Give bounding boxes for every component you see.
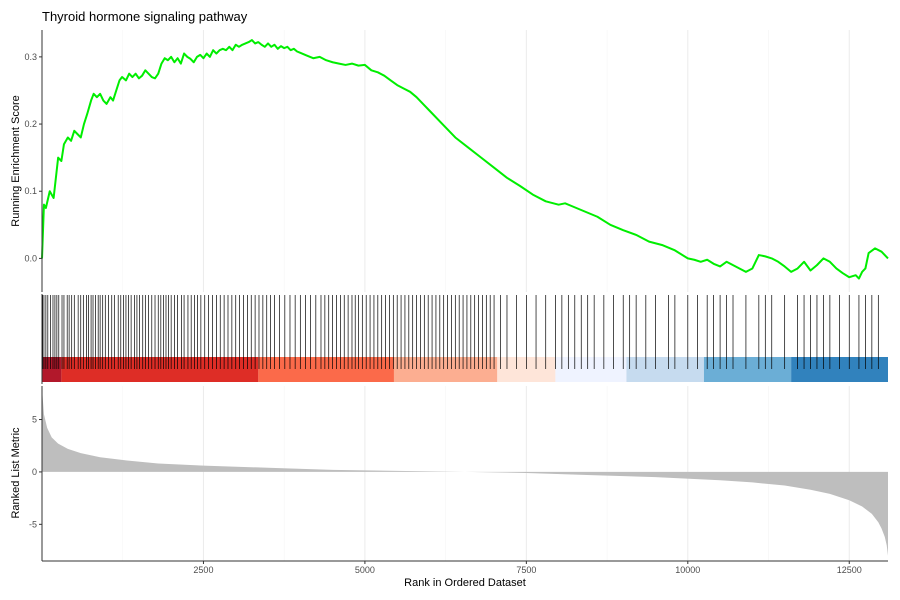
x-axis-title: Rank in Ordered Dataset — [404, 577, 526, 589]
y-tick-label: 0 — [32, 467, 37, 477]
y-tick-label: 0.0 — [24, 253, 37, 263]
color-band-segment — [61, 357, 259, 382]
grid-lines — [122, 30, 850, 561]
color-band-segment — [555, 357, 627, 382]
y-tick-label: 0.2 — [24, 119, 37, 129]
color-band-segment — [703, 357, 792, 382]
hits-panel — [41, 294, 888, 384]
y-tick-label: 5 — [32, 415, 37, 425]
enrichment-y-axis-title: Running Enrichment Score — [10, 95, 22, 226]
y-tick-label: 0.1 — [24, 186, 37, 196]
y-tick-label: 0.3 — [24, 52, 37, 62]
x-ticks: 2500 5000 7500 10000 12500 — [193, 561, 862, 575]
ranked-y-axis-title: Ranked List Metric — [10, 427, 22, 519]
ranked-metric-panel: -5 0 5 — [29, 386, 888, 562]
x-tick-label: 7500 — [516, 565, 536, 575]
x-tick-label: 2500 — [193, 565, 213, 575]
gene-hit-lines — [42, 295, 879, 369]
x-tick-label: 12500 — [837, 565, 862, 575]
y-tick-label: -5 — [29, 519, 37, 529]
enrichment-panel: 0.0 0.1 0.2 0.3 — [24, 30, 889, 292]
color-band-segment — [258, 357, 394, 382]
rank-color-band — [42, 357, 888, 382]
color-band-segment — [393, 357, 498, 382]
x-tick-label: 5000 — [355, 565, 375, 575]
running-enrichment-line — [41, 39, 889, 280]
color-band-segment — [626, 357, 704, 382]
ranked-metric-area — [42, 388, 888, 556]
plot-title: Thyroid hormone signaling pathway — [42, 9, 248, 24]
x-tick-label: 10000 — [675, 565, 700, 575]
